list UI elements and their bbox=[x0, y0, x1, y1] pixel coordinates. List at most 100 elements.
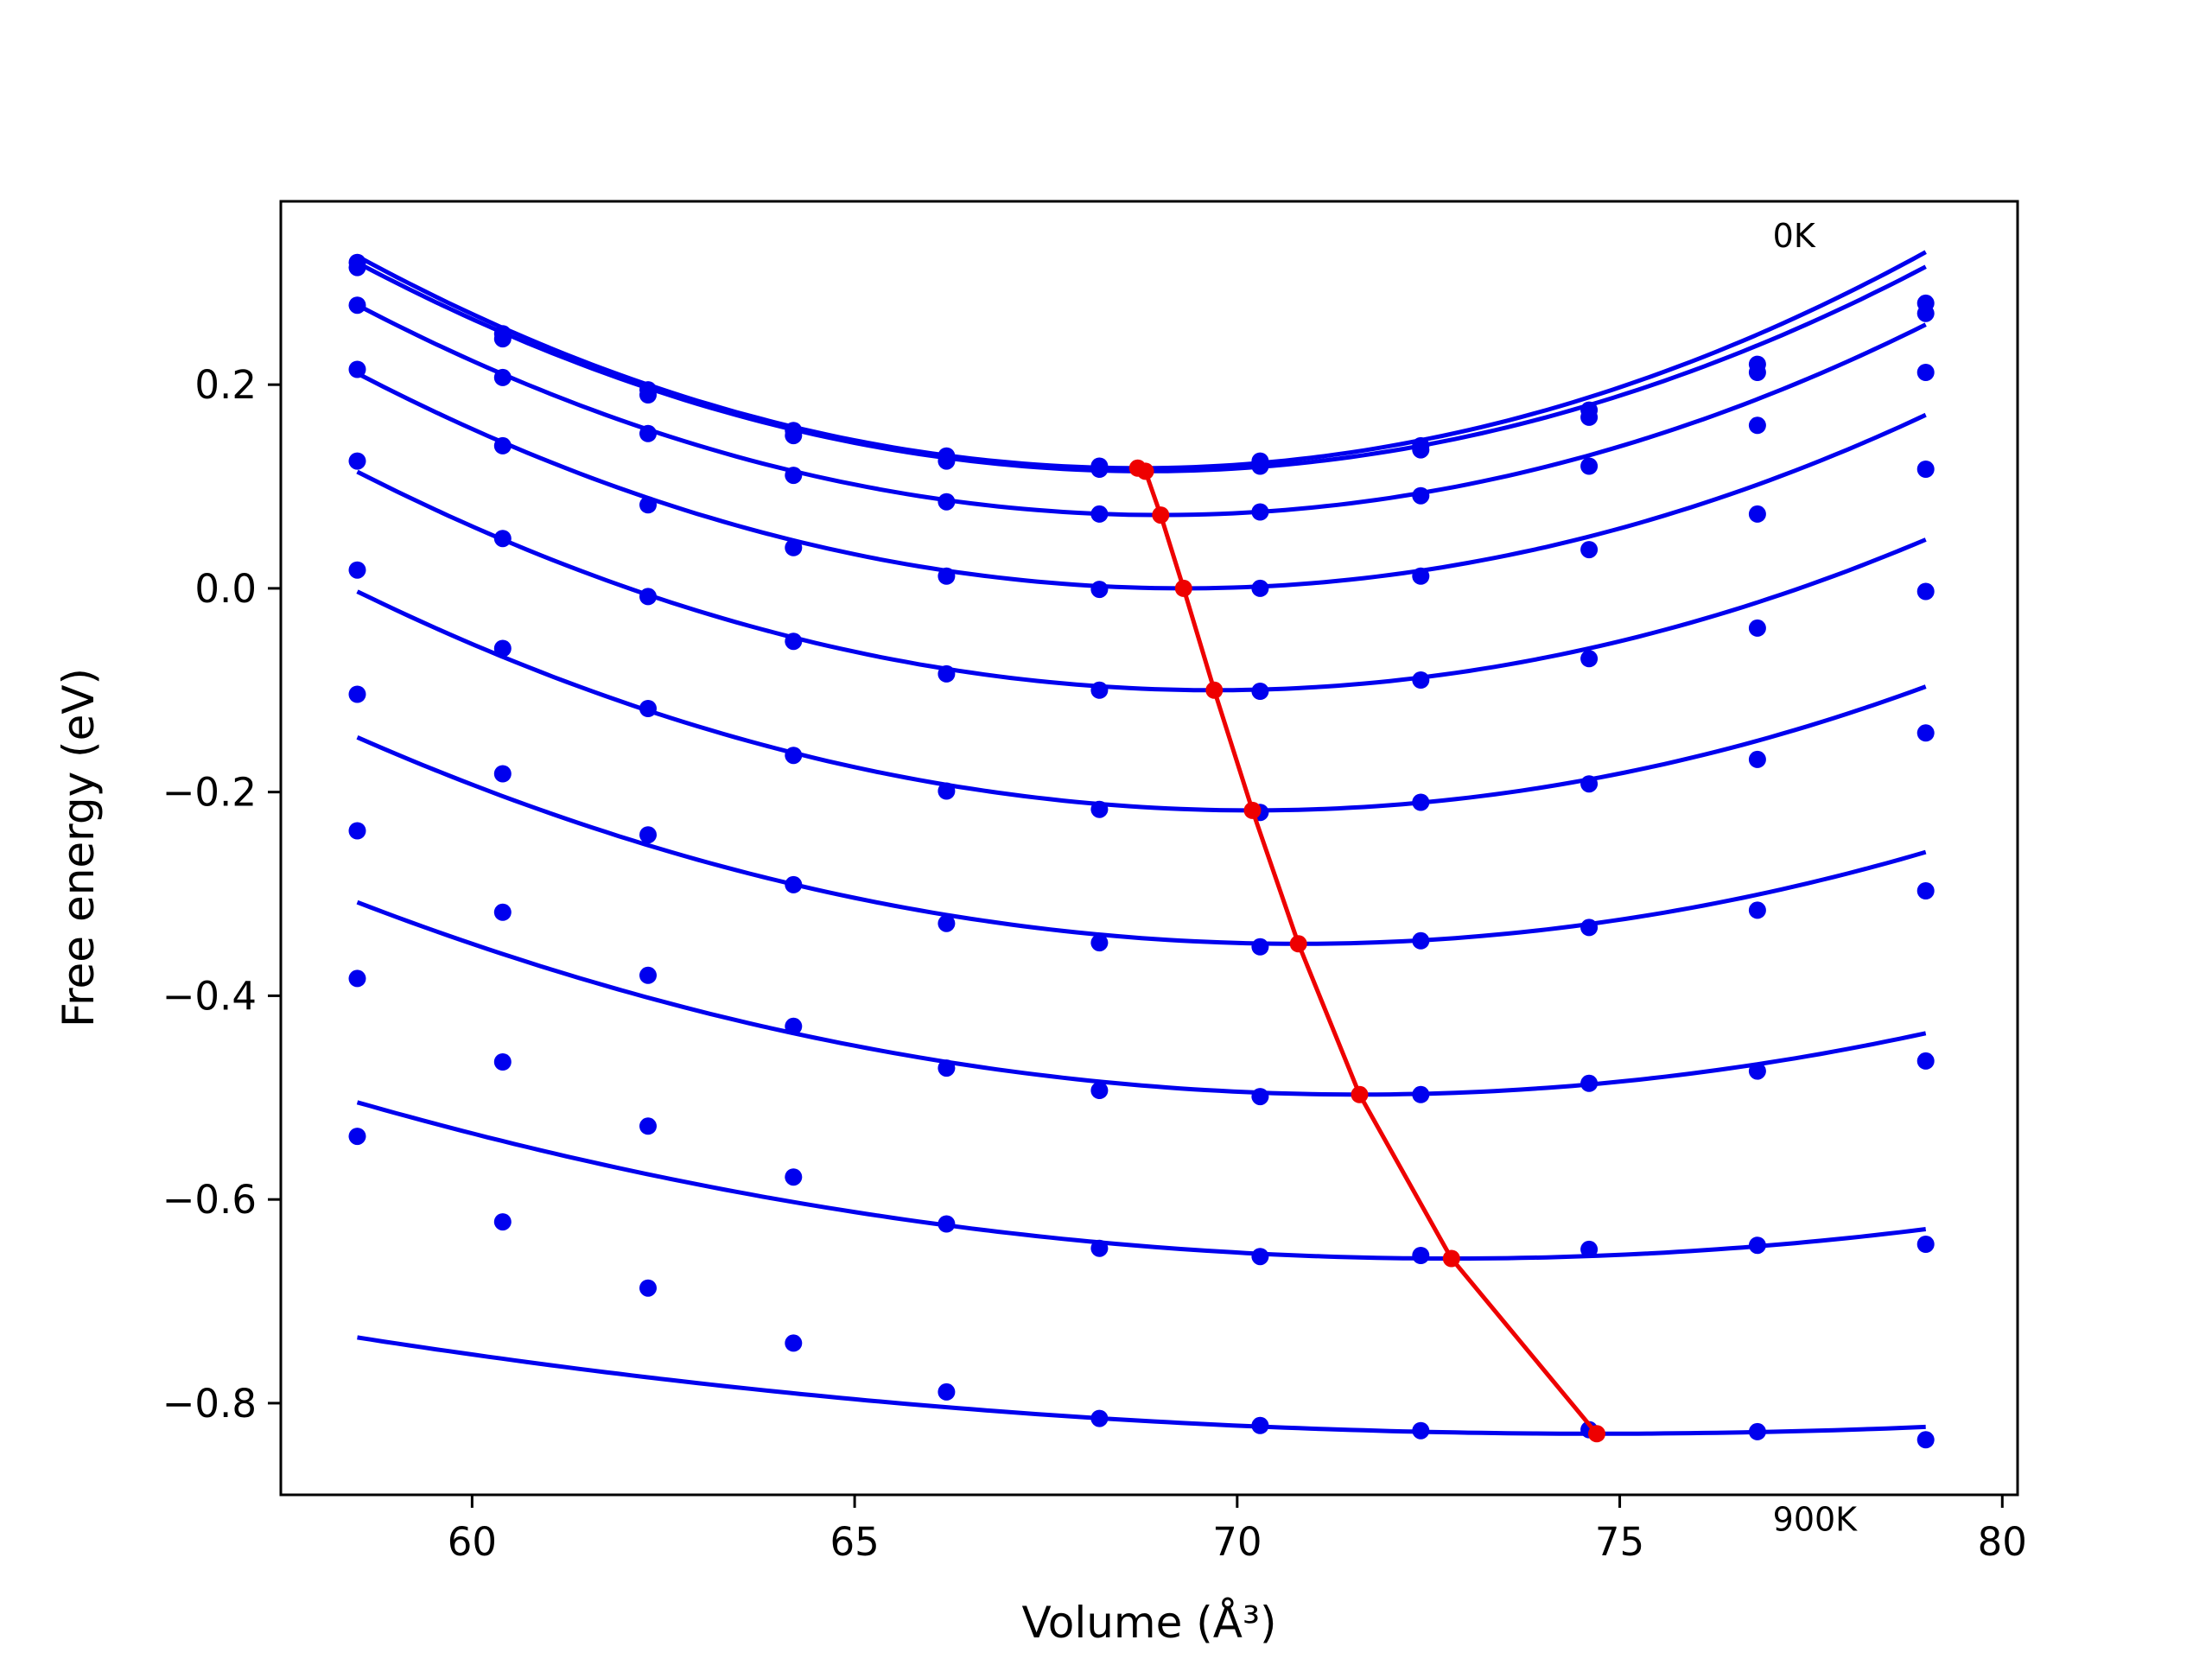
data-point-s2-11 bbox=[1916, 304, 1935, 322]
minimum-point-6 bbox=[1243, 801, 1262, 819]
data-point-s6-4 bbox=[785, 747, 803, 765]
data-point-s7-1 bbox=[348, 685, 366, 703]
fit-curve-5 bbox=[356, 469, 1927, 693]
data-point-s2-9 bbox=[1580, 408, 1599, 426]
data-point-s4-8 bbox=[1412, 567, 1430, 585]
data-point-s2-7 bbox=[1251, 457, 1269, 475]
data-point-s8-2 bbox=[493, 903, 512, 921]
data-point-s6-9 bbox=[1580, 775, 1599, 793]
data-point-s3-3 bbox=[639, 424, 657, 442]
data-point-s9-2 bbox=[493, 1053, 512, 1071]
data-point-s2-2 bbox=[493, 330, 512, 348]
minimum-path bbox=[1136, 466, 1599, 1435]
data-point-s3-4 bbox=[785, 467, 803, 485]
data-point-s5-2 bbox=[493, 530, 512, 548]
data-point-s4-3 bbox=[639, 496, 657, 514]
data-point-s5-1 bbox=[348, 452, 366, 470]
data-point-s4-1 bbox=[348, 360, 366, 378]
data-point-s4-11 bbox=[1916, 461, 1935, 478]
data-point-s4-10 bbox=[1748, 505, 1766, 523]
data-point-s10-3 bbox=[639, 1279, 657, 1297]
data-point-s8-5 bbox=[938, 1059, 956, 1077]
minimum-point-3 bbox=[1152, 506, 1170, 524]
data-point-s8-10 bbox=[1748, 1062, 1766, 1080]
minimum-point-2 bbox=[1136, 462, 1154, 480]
annotation-2: 900K bbox=[1773, 1500, 1859, 1538]
minimum-point-9 bbox=[1442, 1249, 1460, 1268]
data-point-s8-3 bbox=[639, 966, 657, 984]
data-point-s2-5 bbox=[938, 452, 956, 470]
data-point-s10-6 bbox=[1090, 1409, 1109, 1427]
data-point-s9-6 bbox=[1090, 1239, 1109, 1257]
data-point-s5-10 bbox=[1748, 619, 1766, 637]
data-point-s2-8 bbox=[1412, 441, 1430, 459]
data-point-s9-5 bbox=[938, 1215, 956, 1233]
minimum-line bbox=[1128, 459, 1605, 1443]
fit-curve-3 bbox=[356, 302, 1927, 518]
data-point-s2-10 bbox=[1748, 364, 1766, 381]
x-tick-label-1: 60 bbox=[448, 1519, 497, 1565]
data-point-s7-2 bbox=[493, 765, 512, 783]
data-point-s7-6 bbox=[1090, 934, 1109, 952]
y-axis: 0.2 0.0 −0.2 −0.4 −0.6 −0.8 bbox=[162, 362, 281, 1427]
data-point-s5-6 bbox=[1090, 681, 1109, 699]
data-point-s8-7 bbox=[1251, 1088, 1269, 1106]
data-point-s10-11 bbox=[1916, 1431, 1935, 1449]
data-point-s9-9 bbox=[1580, 1240, 1599, 1258]
data-point-s9-11 bbox=[1916, 1236, 1935, 1253]
data-point-s4-5 bbox=[938, 567, 956, 585]
data-point-s3-1 bbox=[348, 296, 366, 315]
data-point-s8-4 bbox=[785, 1017, 803, 1035]
data-point-s7-10 bbox=[1748, 901, 1766, 919]
data-point-s6-11 bbox=[1916, 724, 1935, 742]
minimum-point-10 bbox=[1588, 1425, 1605, 1443]
data-point-s6-10 bbox=[1748, 750, 1766, 768]
x-tick-label-2: 65 bbox=[830, 1519, 879, 1565]
data-point-s7-3 bbox=[639, 826, 657, 844]
x-tick-label-4: 75 bbox=[1595, 1519, 1644, 1565]
data-point-s10-4 bbox=[785, 1334, 803, 1352]
y-tick-label-3: −0.2 bbox=[162, 770, 257, 816]
data-point-s5-5 bbox=[938, 664, 956, 683]
data-point-s8-6 bbox=[1090, 1082, 1109, 1099]
data-point-s7-9 bbox=[1580, 918, 1599, 937]
y-tick-label-5: −0.6 bbox=[162, 1177, 257, 1223]
data-point-s3-2 bbox=[493, 368, 512, 386]
data-point-s3-7 bbox=[1251, 503, 1269, 521]
data-point-s9-4 bbox=[785, 1168, 803, 1186]
minimum-point-4 bbox=[1174, 579, 1192, 597]
data-point-s4-6 bbox=[1090, 581, 1109, 599]
annotation-1: 0K bbox=[1773, 217, 1816, 255]
data-point-s2-4 bbox=[785, 427, 803, 445]
data-point-s10-1 bbox=[348, 1128, 366, 1146]
data-point-s3-9 bbox=[1580, 457, 1599, 475]
x-axis-title: Volume (Å³) bbox=[1021, 1598, 1276, 1648]
data-point-s5-8 bbox=[1412, 671, 1430, 689]
fit-curve-8 bbox=[356, 899, 1927, 1097]
y-axis-title: Free energy (eV) bbox=[54, 668, 104, 1027]
data-point-s7-5 bbox=[938, 914, 956, 932]
plot-frame bbox=[279, 200, 2019, 1497]
data-point-s6-3 bbox=[639, 700, 657, 717]
data-point-s2-6 bbox=[1090, 461, 1109, 478]
data-point-s3-5 bbox=[938, 493, 956, 511]
data-point-s8-9 bbox=[1580, 1074, 1599, 1092]
data-point-s10-7 bbox=[1251, 1416, 1269, 1434]
data-point-s8-1 bbox=[348, 822, 366, 840]
fit-curves bbox=[356, 250, 1927, 1436]
x-tick-label-5: 80 bbox=[1978, 1519, 2027, 1565]
data-point-s9-7 bbox=[1251, 1248, 1269, 1266]
x-axis: 60 65 70 75 80 bbox=[448, 1495, 2027, 1565]
data-point-s10-8 bbox=[1412, 1421, 1430, 1440]
data-point-s4-9 bbox=[1580, 541, 1599, 559]
data-point-s3-11 bbox=[1916, 364, 1935, 381]
y-tick-label-1: 0.2 bbox=[194, 362, 257, 408]
data-point-s10-10 bbox=[1748, 1422, 1766, 1440]
data-point-s5-3 bbox=[639, 588, 657, 606]
data-point-s6-1 bbox=[348, 561, 366, 579]
y-tick-label-4: −0.4 bbox=[162, 973, 257, 1019]
annotations: 0K 900K bbox=[1773, 217, 1859, 1538]
data-point-s4-7 bbox=[1251, 579, 1269, 597]
data-point-s9-1 bbox=[348, 969, 366, 988]
